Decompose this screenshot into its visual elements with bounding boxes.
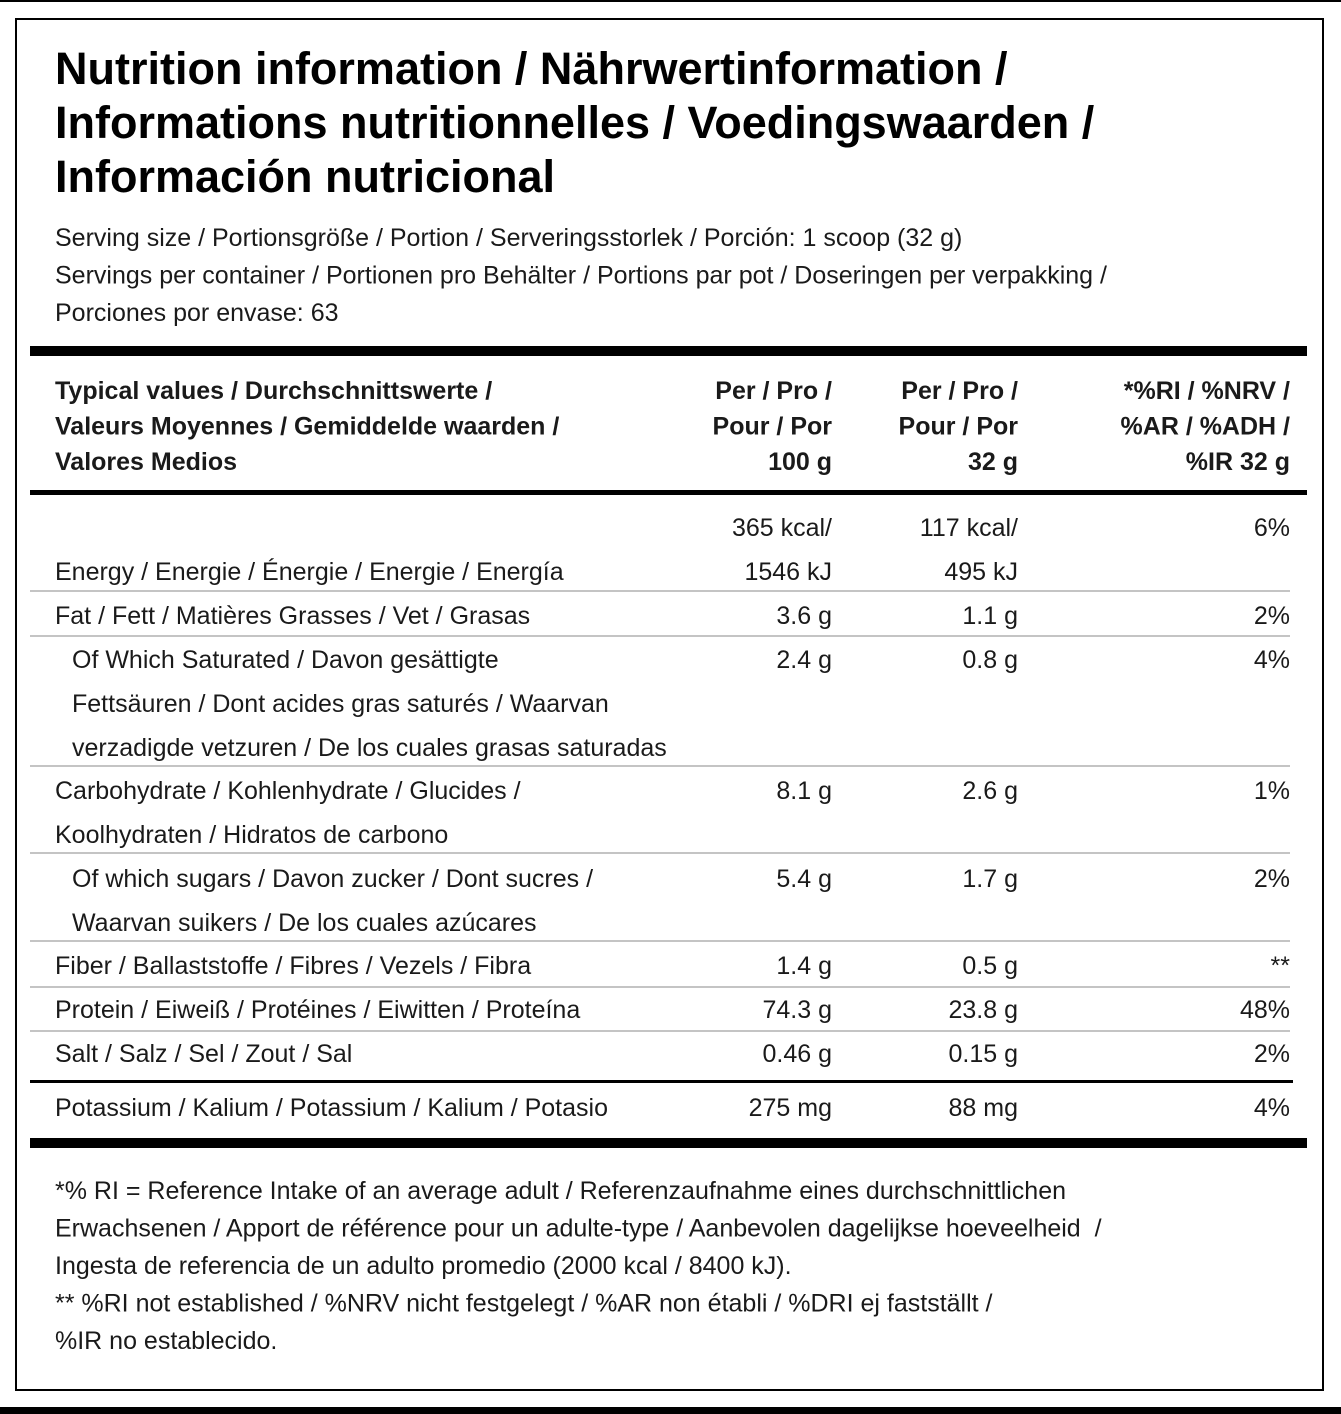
value-ri: 2% (1254, 1040, 1290, 1068)
nutrient-label: verzadigde vetzuren / De los cuales gras… (72, 734, 667, 762)
nutrient-label: Salt / Salz / Sel / Zout / Sal (55, 1040, 352, 1068)
nutrient-label: Carbohydrate / Kohlenhydrate / Glucides … (55, 777, 521, 805)
header-cell: Pour / Por (713, 413, 833, 441)
header-cell: 100 g (768, 448, 832, 476)
title-line: Informations nutritionnelles / Voedingsw… (55, 97, 1095, 148)
header-cell: *%RI / %NRV / (1124, 377, 1290, 405)
header-cell: Typical values / Durchschnittswerte / (55, 377, 492, 405)
label-border (15, 18, 1324, 1391)
value-ri: 4% (1254, 646, 1290, 674)
footnote-line: ** %RI not established / %NRV nicht fest… (55, 1290, 993, 1318)
value-per-serving: 0.15 g (948, 1040, 1018, 1068)
value-per-serving: 2.6 g (962, 777, 1018, 805)
value-per-serving: 23.8 g (948, 996, 1018, 1024)
value-per-100g: 8.1 g (776, 777, 832, 805)
header-cell: Valores Medios (55, 448, 237, 476)
header-cell: 32 g (968, 448, 1018, 476)
value-per-serving: 88 mg (949, 1094, 1018, 1122)
nutrient-label: Fettsäuren / Dont acides gras saturés / … (72, 690, 609, 718)
header-cell: Valeurs Moyennes / Gemiddelde waarden / (55, 413, 559, 441)
nutrient-label: Protein / Eiweiß / Protéines / Eiwitten … (55, 996, 580, 1024)
nutrient-label: Waarvan suikers / De los cuales azúcares (72, 909, 537, 937)
value-per-100g: 5.4 g (776, 865, 832, 893)
value-ri: 6% (1254, 514, 1290, 542)
value-ri: ** (1271, 952, 1291, 980)
serving-line: Porciones por envase: 63 (55, 299, 339, 327)
header-cell: Per / Pro / (901, 377, 1018, 405)
value-per-serving: 495 kJ (944, 558, 1018, 586)
value-per-100g: 74.3 g (762, 996, 832, 1024)
value-ri: 48% (1240, 996, 1290, 1024)
footnote-line: %IR no establecido. (55, 1327, 277, 1355)
nutrient-label: Fiber / Ballaststoffe / Fibres / Vezels … (55, 952, 531, 980)
value-ri: 2% (1254, 865, 1290, 893)
value-per-100g: 2.4 g (776, 646, 832, 674)
footnote-line: Erwachsenen / Apport de référence pour u… (55, 1215, 1102, 1243)
footnote-line: *% RI = Reference Intake of an average a… (55, 1177, 1066, 1205)
value-per-serving: 117 kcal/ (920, 514, 1018, 542)
serving-line: Servings per container / Portionen pro B… (55, 262, 1107, 290)
value-per-100g: 3.6 g (776, 602, 832, 630)
title-line: Información nutricional (55, 151, 555, 202)
header-cell: %AR / %ADH / (1121, 413, 1291, 441)
section-rule (30, 1080, 1293, 1083)
value-per-100g: 1546 kJ (744, 558, 832, 586)
title-line: Nutrition information / Nährwertinformat… (55, 43, 1008, 94)
value-per-serving: 0.5 g (962, 952, 1018, 980)
value-per-serving: 1.7 g (962, 865, 1018, 893)
value-per-100g: 0.46 g (762, 1040, 832, 1068)
nutrient-label: Fat / Fett / Matières Grasses / Vet / Gr… (55, 602, 530, 630)
nutrient-label: Energy / Energie / Énergie / Energie / E… (55, 557, 564, 586)
nutrient-label: Koolhydraten / Hidratos de carbono (55, 821, 448, 849)
header-cell: Pour / Por (899, 413, 1019, 441)
serving-line: Serving size / Portionsgröße / Portion /… (55, 224, 962, 252)
header-cell: %IR 32 g (1186, 448, 1290, 476)
nutrient-label: Of which sugars / Davon zucker / Dont su… (72, 865, 593, 893)
value-per-serving: 0.8 g (962, 646, 1018, 674)
value-ri: 2% (1254, 602, 1290, 630)
value-per-100g: 1.4 g (776, 952, 832, 980)
footnote-line: Ingesta de referencia de un adulto prome… (55, 1252, 792, 1280)
nutrient-label: Of Which Saturated / Davon gesättigte (72, 646, 499, 674)
thick-bar (30, 346, 1307, 356)
value-per-100g: 275 mg (749, 1094, 832, 1122)
nutrient-label: Potassium / Kalium / Potassium / Kalium … (55, 1094, 608, 1122)
header-rule (30, 490, 1307, 495)
header-cell: Per / Pro / (715, 377, 832, 405)
value-per-100g: 365 kcal/ (732, 514, 832, 542)
thick-bar (30, 1138, 1307, 1148)
value-ri: 1% (1254, 777, 1290, 805)
value-per-serving: 1.1 g (962, 602, 1018, 630)
value-ri: 4% (1254, 1094, 1290, 1122)
bottom-edge (0, 1407, 1341, 1414)
